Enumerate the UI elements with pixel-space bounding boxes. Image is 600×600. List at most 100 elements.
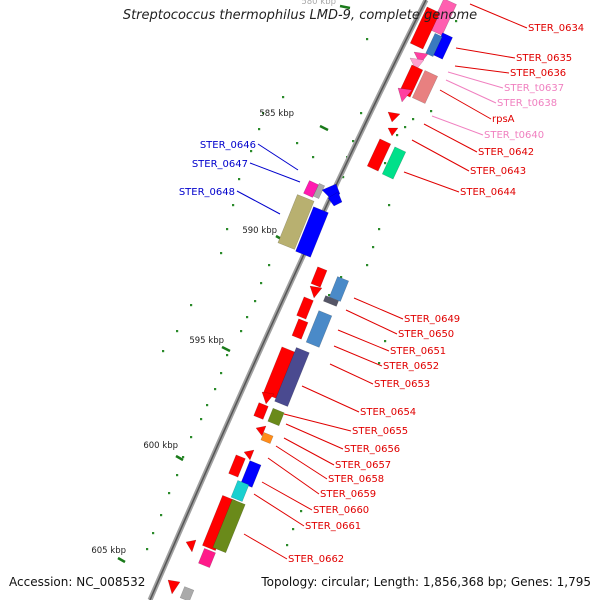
gene-feature [295, 206, 329, 258]
gc-dot [238, 178, 241, 181]
label-leader-line [243, 533, 288, 560]
label-leader-line [447, 71, 504, 89]
label-leader-line [333, 345, 383, 367]
gene-label-ster-0647: STER_0647 [192, 159, 248, 170]
label-leader-line [431, 115, 484, 136]
gc-dot [300, 510, 303, 513]
gene-feature-ster-0651 [305, 310, 333, 348]
gc-dot [340, 276, 343, 279]
gc-dot [220, 252, 223, 255]
gc-dot [182, 456, 185, 459]
gene-label-ster-t0640: STER_t0640 [484, 130, 544, 141]
gene-arrow [327, 191, 343, 207]
label-leader-line [253, 493, 305, 527]
gc-dot [258, 128, 261, 131]
gc-dot [292, 528, 295, 531]
scale-tick-mark [339, 4, 351, 10]
gene-label-ster-0652: STER_0652 [383, 361, 439, 372]
gc-dot [260, 282, 263, 285]
gene-feature-ster-0644 [381, 146, 407, 180]
gc-dot [388, 204, 391, 207]
gene-label-ster-0635: STER_0635 [516, 53, 572, 64]
gc-dot [378, 228, 381, 231]
gene-label-ster-0642: STER_0642 [478, 147, 534, 158]
genome-backbone-inner [149, 0, 427, 600]
gene-feature [179, 586, 195, 600]
gene-label-ster-0650: STER_0650 [398, 329, 454, 340]
scale-tick-label: 595 kbp [189, 336, 224, 346]
label-leader-line [454, 65, 510, 74]
gene-label-ster-0656: STER_0656 [344, 444, 400, 455]
gc-dot [352, 140, 355, 143]
gc-dot [328, 294, 331, 297]
gc-dot [190, 436, 193, 439]
scale-tick-label: 605 kbp [91, 546, 126, 556]
gene-arrow [167, 579, 181, 595]
gc-dot [360, 112, 363, 115]
gene-arrow [243, 449, 255, 461]
accession-label: Accession: [9, 575, 73, 589]
gc-dot [246, 316, 249, 319]
gene-label-ster-0648: STER_0648 [179, 187, 235, 198]
gene-label-ster-0659: STER_0659 [320, 489, 376, 500]
label-leader-line [249, 162, 301, 183]
label-leader-line [275, 445, 328, 480]
label-leader-line [285, 423, 344, 450]
gene-features [167, 0, 457, 600]
gene-feature-ster-0648 [277, 194, 315, 250]
gene-labels: STER_0634 STER_0635 STER_0636 STER_t0637 STE… [179, 23, 584, 565]
gc-dot [378, 362, 381, 365]
gc-dot [366, 264, 369, 267]
label-leaders [236, 3, 528, 560]
label-leader-line [353, 297, 404, 320]
gene-feature [253, 402, 269, 420]
gc-dot [226, 354, 229, 357]
gene-arrow [185, 539, 197, 553]
gc-dot [396, 134, 399, 137]
gene-label-ster-0634: STER_0634 [528, 23, 584, 34]
gc-dot [404, 126, 407, 129]
label-leader-line [439, 89, 492, 120]
gene-arrow [387, 111, 401, 123]
gene-arrow [255, 425, 267, 437]
gc-dot [262, 112, 265, 115]
gene-feature-ster-0661 [212, 498, 246, 554]
gene-feature [228, 454, 246, 478]
gene-label-ster-0644: STER_0644 [460, 187, 516, 198]
scale-ticks: 580 kbp 585 kbp 590 kbp 595 kbp 600 kbp 605 k… [91, 0, 351, 564]
label-leader-line [423, 123, 478, 153]
topology-label: Topology: [261, 575, 318, 589]
gene-feature [312, 183, 326, 199]
gene-label-ster-0653: STER_0653 [374, 379, 430, 390]
label-leader-line [257, 143, 299, 171]
length-label: Length: [373, 575, 420, 589]
gc-dot [268, 264, 271, 267]
label-leader-line [445, 79, 497, 104]
gc-dot [160, 514, 163, 517]
gene-feature [310, 266, 328, 288]
gene-label-ster-t0638: STER_t0638 [497, 98, 557, 109]
scale-tick-label: 580 kbp [301, 0, 336, 7]
gc-dot [162, 350, 165, 353]
gc-dot [146, 548, 149, 551]
gene-feature-ster-0659 [230, 480, 250, 502]
gene-label-ster-0646: STER_0646 [200, 140, 256, 151]
gene-label-ster-0636: STER_0636 [510, 68, 566, 79]
gene-feature-ster-0643 [366, 138, 392, 172]
scale-tick-mark [117, 556, 126, 564]
genome-backbone [147, 0, 429, 600]
gc-dot [226, 228, 229, 231]
gc-dot [250, 150, 253, 153]
gene-arrow [309, 285, 323, 299]
label-leader-line [261, 481, 313, 511]
scale-tick-label: 585 kbp [259, 109, 294, 119]
label-leader-line [267, 457, 320, 495]
gene-arrow [387, 127, 399, 137]
gene-label-ster-0649: STER_0649 [404, 314, 460, 325]
label-leader-line [236, 190, 281, 215]
gene-label-ster-0651: STER_0651 [390, 346, 446, 357]
gene-feature [409, 6, 441, 50]
scale-tick-label: 600 kbp [143, 441, 178, 451]
scale-tick-mark [221, 345, 231, 353]
